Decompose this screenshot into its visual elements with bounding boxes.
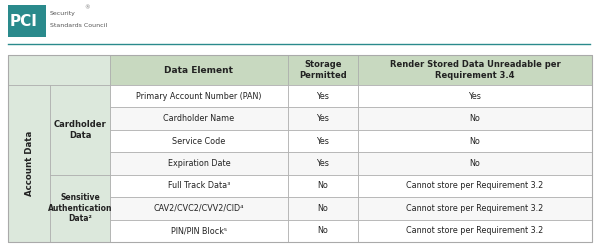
- Bar: [358, 175, 592, 197]
- Bar: [288, 85, 358, 107]
- Bar: [288, 220, 358, 242]
- Bar: [288, 175, 358, 197]
- Text: Render Stored Data Unreadable per
Requirement 3.4: Render Stored Data Unreadable per Requir…: [389, 60, 560, 80]
- Text: ®: ®: [84, 6, 89, 11]
- Text: Security: Security: [50, 12, 76, 16]
- Bar: [358, 220, 592, 242]
- Bar: [110, 85, 288, 107]
- Text: PIN/PIN Block⁵: PIN/PIN Block⁵: [171, 226, 227, 235]
- Text: No: No: [317, 182, 328, 190]
- Text: PCI: PCI: [10, 13, 38, 28]
- Text: No: No: [317, 204, 328, 213]
- Text: Cannot store per Requirement 3.2: Cannot store per Requirement 3.2: [406, 204, 544, 213]
- Text: Data Element: Data Element: [164, 65, 233, 74]
- Text: Cannot store per Requirement 3.2: Cannot store per Requirement 3.2: [406, 182, 544, 190]
- Bar: [8, 55, 110, 85]
- Text: Yes: Yes: [317, 159, 329, 168]
- Text: Expiration Date: Expiration Date: [167, 159, 230, 168]
- Bar: [110, 55, 288, 85]
- Text: Sensitive
Authentication
Data²: Sensitive Authentication Data²: [48, 194, 112, 223]
- Text: Service Code: Service Code: [172, 136, 226, 146]
- Text: CAV2/CVC2/CVV2/CID⁴: CAV2/CVC2/CVV2/CID⁴: [154, 204, 244, 213]
- Bar: [110, 152, 288, 175]
- Bar: [288, 107, 358, 130]
- Bar: [288, 130, 358, 152]
- Text: No: No: [317, 226, 328, 235]
- Bar: [358, 130, 592, 152]
- Bar: [358, 197, 592, 220]
- Bar: [288, 55, 358, 85]
- Text: Yes: Yes: [317, 92, 329, 101]
- Bar: [358, 55, 592, 85]
- Text: Cardholder
Data: Cardholder Data: [53, 120, 106, 140]
- Bar: [358, 152, 592, 175]
- Bar: [8, 5, 46, 37]
- Text: Standards Council: Standards Council: [50, 23, 107, 28]
- Bar: [50, 175, 110, 242]
- Text: Yes: Yes: [469, 92, 481, 101]
- Text: Yes: Yes: [317, 136, 329, 146]
- Bar: [288, 197, 358, 220]
- Text: Cardholder Name: Cardholder Name: [163, 114, 235, 123]
- Bar: [8, 85, 50, 242]
- Text: Primary Account Number (PAN): Primary Account Number (PAN): [136, 92, 262, 101]
- Bar: [110, 175, 288, 197]
- Bar: [8, 55, 592, 242]
- Bar: [110, 197, 288, 220]
- Bar: [110, 130, 288, 152]
- Text: Account Data: Account Data: [25, 131, 34, 196]
- Text: No: No: [470, 136, 481, 146]
- Bar: [50, 85, 110, 175]
- Bar: [110, 107, 288, 130]
- Bar: [288, 152, 358, 175]
- Bar: [110, 220, 288, 242]
- Text: Full Track Data³: Full Track Data³: [168, 182, 230, 190]
- Text: Yes: Yes: [317, 114, 329, 123]
- Text: Storage
Permitted: Storage Permitted: [299, 60, 347, 80]
- Bar: [358, 107, 592, 130]
- Text: No: No: [470, 114, 481, 123]
- Bar: [358, 85, 592, 107]
- Text: No: No: [470, 159, 481, 168]
- Text: Cannot store per Requirement 3.2: Cannot store per Requirement 3.2: [406, 226, 544, 235]
